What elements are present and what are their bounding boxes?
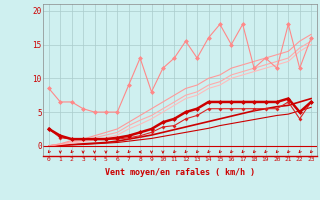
X-axis label: Vent moyen/en rafales ( km/h ): Vent moyen/en rafales ( km/h ) [105, 168, 255, 177]
